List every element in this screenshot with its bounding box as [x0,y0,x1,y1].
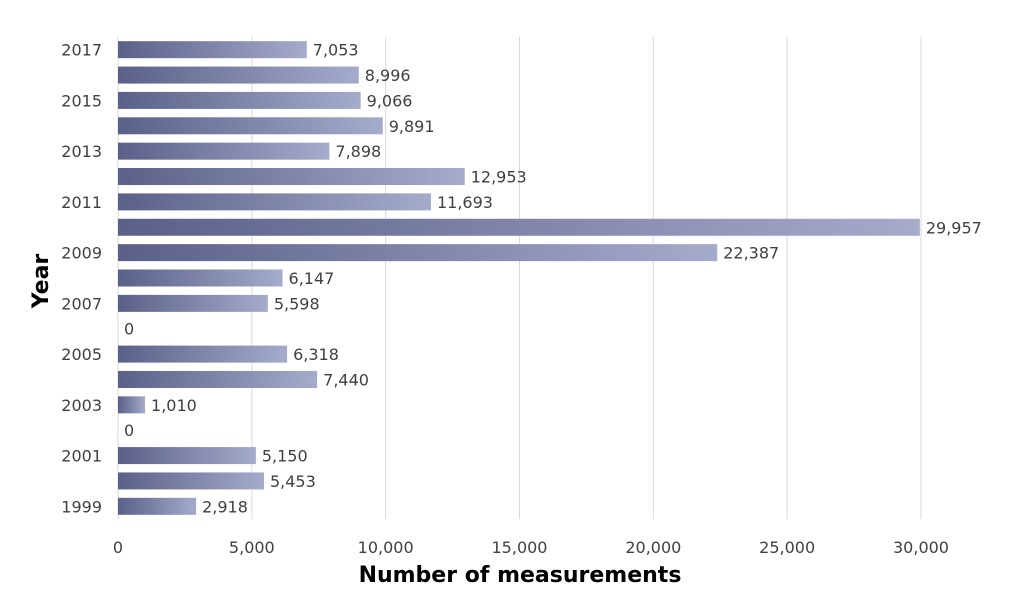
bars [118,41,920,515]
x-tick-label: 20,000 [625,538,681,557]
bar-2015 [118,91,361,109]
y-tick-label: 2007 [61,294,102,313]
bar-2001 [118,447,256,465]
y-axis-title: Year [29,254,54,310]
bar-2005 [118,345,288,363]
data-label-2004: 7,440 [323,370,369,389]
bar-2014 [118,117,383,135]
y-tick-label: 1999 [61,497,102,516]
bar-2016 [118,66,359,84]
x-tick-label: 5,000 [229,538,275,557]
bar-2009 [118,244,718,262]
y-tick-label: 2009 [61,244,102,263]
y-tick-label: 2017 [61,41,102,60]
data-label-2012: 12,953 [471,168,527,187]
data-label-2005: 6,318 [293,345,339,364]
y-tick-label: 2011 [61,193,102,212]
data-label-2000: 5,453 [270,472,316,491]
x-tick-label: 10,000 [358,538,414,557]
y-tick-label: 2001 [61,447,102,466]
data-label-2007: 5,598 [274,294,320,313]
data-label-2014: 9,891 [389,117,435,136]
data-label-2001: 5,150 [262,447,308,466]
data-label-2013: 7,898 [335,142,381,161]
bar-2008 [118,269,283,287]
x-tick-label: 0 [113,538,123,557]
data-label-1999: 2,918 [202,497,248,516]
bar-2013 [118,142,330,160]
data-label-2003: 1,010 [151,396,197,415]
y-tick-label: 2015 [61,91,102,110]
bar-2017 [118,41,307,59]
bar-2000 [118,472,264,490]
bar-2003 [118,396,146,414]
y-tick-label: 2005 [61,345,102,364]
y-tick-label: 2013 [61,142,102,161]
data-label-2006: 0 [124,320,134,339]
y-tick-label: 2003 [61,396,102,415]
data-label-2009: 22,387 [723,244,779,263]
data-label-2010: 29,957 [926,218,982,237]
data-label-2015: 9,066 [367,91,413,110]
x-axis-tick-labels: 0 5,000 10,000 15,000 20,000 25,000 30,000 [113,538,949,557]
bar-2011 [118,193,431,211]
data-labels: 2,918 5,453 5,150 0 1,010 7,440 6,318 0 5,598 6,1… [124,41,982,517]
data-label-2002: 0 [124,421,134,440]
bar-2007 [118,294,268,312]
x-tick-label: 15,000 [492,538,548,557]
x-tick-label: 30,000 [893,538,949,557]
bar-2004 [118,370,318,388]
y-axis-tick-labels: 1999 2001 2003 2005 2007 2009 2011 2013 2015 2017 [61,41,102,517]
bar-1999 [118,497,197,515]
data-label-2017: 7,053 [313,41,359,60]
data-label-2016: 8,996 [365,66,411,85]
data-label-2008: 6,147 [289,269,335,288]
bar-2010 [118,218,920,236]
x-axis-title: Number of measurements [359,563,682,588]
bar-2012 [118,168,465,186]
x-tick-label: 25,000 [759,538,815,557]
data-label-2011: 11,693 [437,193,493,212]
